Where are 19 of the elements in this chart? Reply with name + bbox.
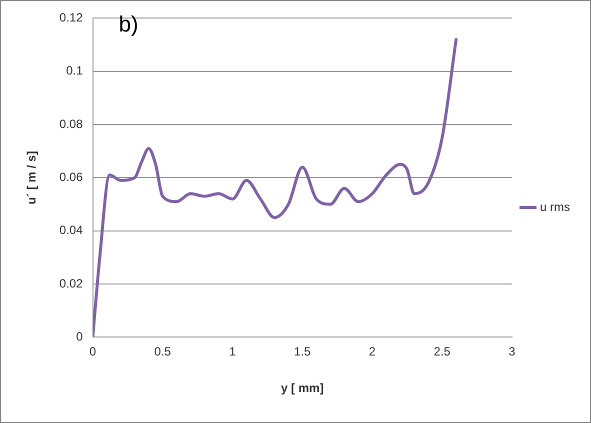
y-tick-label: 0.12 xyxy=(59,10,84,25)
x-tick-label: 2.5 xyxy=(434,344,451,359)
x-tick-label: 1 xyxy=(229,344,236,359)
x-axis-title: y [ mm] xyxy=(281,381,324,396)
x-tick-label: 1.5 xyxy=(294,344,312,359)
x-tick-label: 0.5 xyxy=(154,344,172,359)
y-tick-label: 0 xyxy=(76,330,84,344)
y-tick-label: 0.04 xyxy=(59,223,84,238)
x-tick-label: 0 xyxy=(89,344,96,359)
x-tick-label: 3 xyxy=(508,344,516,359)
legend-label: u rms xyxy=(540,200,570,214)
y-tick-label: 0.06 xyxy=(59,170,84,184)
x-tick-label: 2 xyxy=(368,344,376,359)
y-tick-label: 0.02 xyxy=(59,276,84,290)
chart-title: b) xyxy=(118,11,138,36)
line-series xyxy=(92,38,458,338)
y-axis-title: u´ [ m / s] xyxy=(24,151,39,204)
y-tick-label: 0.08 xyxy=(59,116,84,131)
y-tick-label: 0.1 xyxy=(66,64,84,78)
